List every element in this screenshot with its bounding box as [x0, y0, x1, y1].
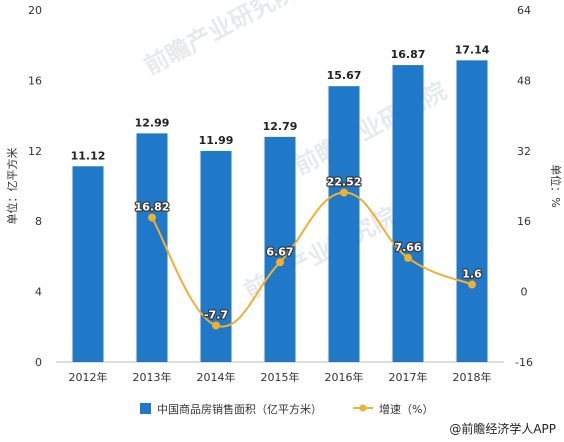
y-tick-right-label: -16: [515, 356, 533, 369]
legend: 中国商品房销售面积（亿平方米） 增速（%）: [140, 402, 433, 416]
watermark-text-2: 前瞻产业研究院: [290, 77, 451, 181]
bar-value-label: 11.99: [199, 134, 234, 147]
growth-value-label: 6.67: [266, 245, 293, 258]
y-tick-right-label: 32: [517, 145, 531, 158]
bar-series: [72, 60, 488, 362]
y-tick-right-label: 16: [517, 215, 531, 228]
legend-label-bar: 中国商品房销售面积（亿平方米）: [157, 402, 322, 416]
growth-point: [212, 321, 220, 330]
y-axis-right-ticks: -16 0 16 32 48 64: [515, 4, 533, 369]
bar: [392, 65, 424, 362]
growth-value-label: 7.66: [394, 241, 421, 254]
growth-point: [340, 188, 348, 197]
y-axis-title-right: 单位：%: [549, 164, 563, 207]
x-tick-label: 2014年: [197, 370, 236, 384]
x-tick-label: 2015年: [261, 370, 300, 384]
growth-value-label: -7.7: [204, 308, 228, 321]
bar-value-label: 12.79: [263, 120, 298, 133]
source-credit: @前瞻经济学人APP: [449, 421, 556, 436]
bar: [328, 86, 360, 362]
bar-value-label: 15.67: [327, 69, 362, 82]
x-tick-label: 2017年: [389, 370, 428, 384]
x-tick-label: 2013年: [133, 370, 172, 384]
bar-value-label: 11.12: [71, 149, 106, 162]
growth-point: [468, 280, 476, 289]
growth-point: [148, 213, 156, 222]
x-tick-label: 2018年: [453, 370, 492, 384]
y-tick-left-label: 4: [35, 286, 42, 299]
y-axis-title-left: 单位：亿平方米: [5, 148, 19, 225]
growth-value-label: 22.52: [327, 176, 362, 189]
legend-label-line: 增速（%）: [379, 402, 433, 416]
bar-value-label: 12.99: [135, 116, 170, 129]
growth-point: [404, 253, 412, 262]
legend-swatch-marker: [359, 404, 367, 412]
bar-value-label: 17.14: [455, 43, 490, 56]
x-axis-ticks: 2012年 2013年 2014年 2015年 2016年 2017年 2018年: [69, 370, 492, 384]
y-tick-right-label: 0: [521, 286, 528, 299]
growth-value-label: 16.82: [135, 201, 170, 214]
x-tick-label: 2012年: [69, 370, 108, 384]
y-tick-left-label: 8: [35, 215, 42, 228]
y-tick-right-label: 48: [517, 74, 531, 87]
bar: [200, 150, 232, 362]
watermark-text-1: 前瞻产业研究院: [140, 0, 301, 80]
y-tick-left-label: 0: [35, 356, 42, 369]
x-tick-label: 2016年: [325, 370, 364, 384]
y-tick-left-label: 16: [28, 74, 42, 87]
y-tick-left-label: 20: [28, 4, 42, 17]
legend-swatch-bar: [140, 403, 151, 414]
bar: [136, 133, 168, 362]
bar-value-label: 16.87: [391, 48, 426, 61]
bar: [456, 60, 488, 362]
bar: [72, 166, 104, 362]
line-series: 16.82 -7.7 6.67 22.52 7.66 1.6: [133, 174, 483, 330]
y-tick-left-label: 12: [28, 145, 42, 158]
y-tick-right-label: 64: [517, 4, 531, 17]
growth-point: [276, 258, 284, 267]
bar-data-labels: 11.12 12.99 11.99 12.79 15.67 16.87 17.14: [71, 43, 490, 162]
watermark-text-3: 前瞻产业研究院: [240, 202, 401, 306]
y-axis-left-ticks: 0 4 8 12 16 20: [28, 4, 42, 369]
growth-value-label: 1.6: [462, 268, 482, 281]
